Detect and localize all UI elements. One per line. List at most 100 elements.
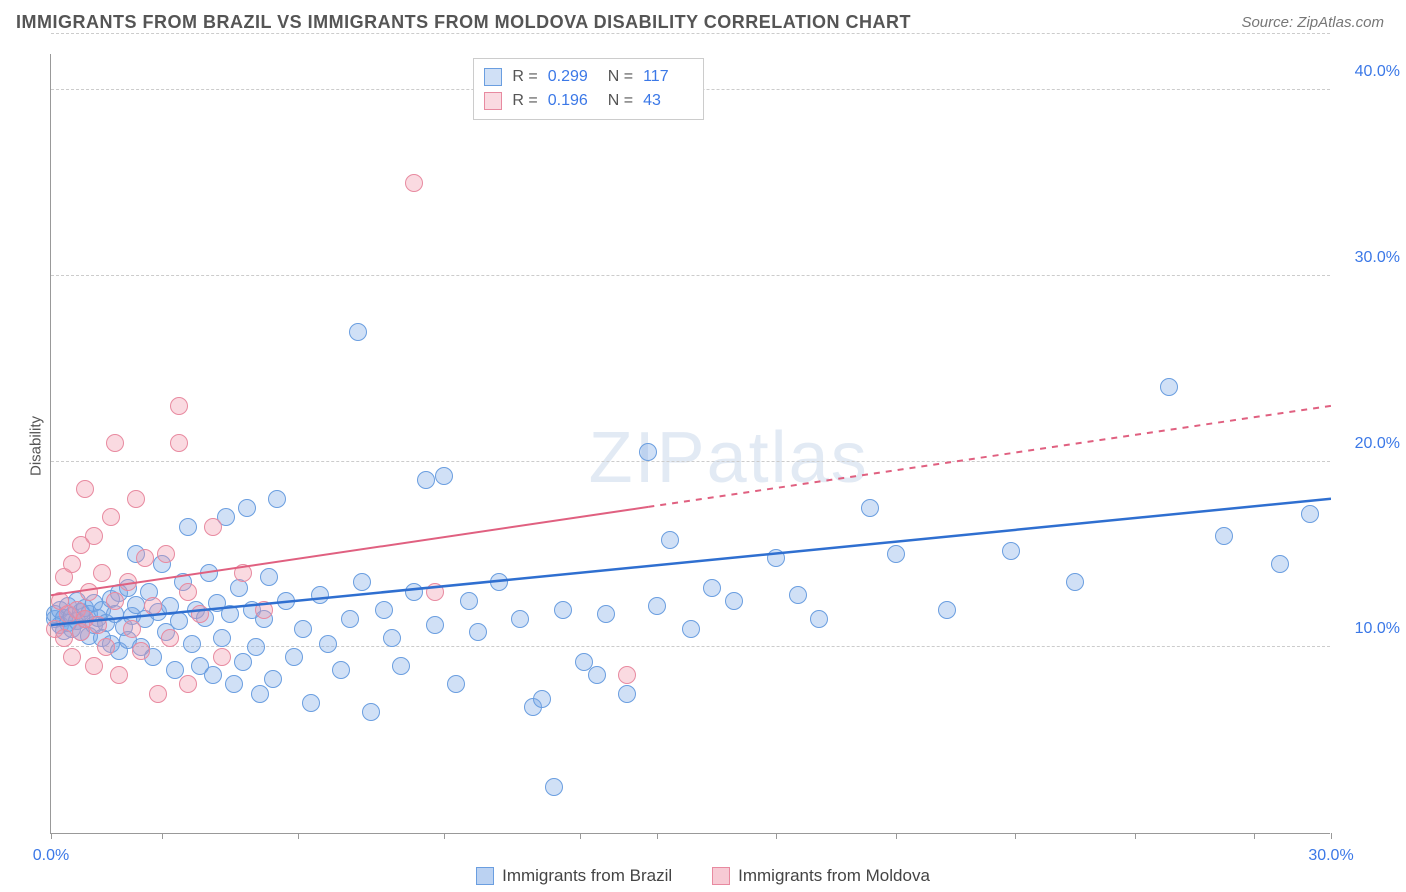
scatter-point-brazil xyxy=(234,653,252,671)
scatter-point-brazil xyxy=(238,499,256,517)
scatter-point-brazil xyxy=(166,661,184,679)
x-tick-mark xyxy=(162,833,163,839)
scatter-point-brazil xyxy=(332,661,350,679)
scatter-point-brazil xyxy=(1160,378,1178,396)
scatter-point-moldova xyxy=(85,527,103,545)
scatter-point-brazil xyxy=(703,579,721,597)
y-tick-label: 10.0% xyxy=(1340,620,1400,638)
scatter-point-moldova xyxy=(144,597,162,615)
gridline xyxy=(51,33,1330,34)
scatter-point-brazil xyxy=(204,666,222,684)
x-tick-label: 30.0% xyxy=(1308,847,1353,865)
x-tick-mark xyxy=(1254,833,1255,839)
x-tick-mark xyxy=(444,833,445,839)
legend-label: Immigrants from Moldova xyxy=(738,866,930,886)
scatter-point-moldova xyxy=(80,583,98,601)
r-label: R = xyxy=(512,68,537,86)
trend-line-moldova xyxy=(51,53,1331,833)
correlation-legend-row: R =0.299N =117 xyxy=(484,65,693,89)
scatter-point-brazil xyxy=(887,545,905,563)
scatter-point-brazil xyxy=(260,568,278,586)
scatter-point-moldova xyxy=(63,648,81,666)
scatter-point-brazil xyxy=(170,612,188,630)
scatter-point-brazil xyxy=(469,623,487,641)
legend-label: Immigrants from Brazil xyxy=(502,866,672,886)
x-tick-mark xyxy=(580,833,581,839)
scatter-point-moldova xyxy=(405,174,423,192)
gridline xyxy=(51,646,1330,647)
source-attribution: Source: ZipAtlas.com xyxy=(1241,14,1384,31)
scatter-point-brazil xyxy=(311,586,329,604)
n-label: N = xyxy=(608,92,633,110)
scatter-point-brazil xyxy=(200,564,218,582)
watermark: ZIPatlas xyxy=(589,417,869,499)
scatter-point-brazil xyxy=(285,648,303,666)
scatter-point-brazil xyxy=(294,620,312,638)
trend-line-brazil xyxy=(51,53,1331,833)
x-tick-mark xyxy=(776,833,777,839)
chart-container: IMMIGRANTS FROM BRAZIL VS IMMIGRANTS FRO… xyxy=(0,0,1406,892)
scatter-point-brazil xyxy=(213,629,231,647)
bottom-legend-item: Immigrants from Moldova xyxy=(712,866,930,886)
gridline xyxy=(51,461,1330,462)
scatter-point-brazil xyxy=(533,690,551,708)
gridline xyxy=(51,275,1330,276)
scatter-point-brazil xyxy=(460,592,478,610)
scatter-point-brazil xyxy=(938,601,956,619)
x-tick-mark xyxy=(51,833,52,839)
scatter-point-brazil xyxy=(588,666,606,684)
scatter-point-brazil xyxy=(302,694,320,712)
scatter-point-brazil xyxy=(554,601,572,619)
scatter-point-moldova xyxy=(179,675,197,693)
x-tick-mark xyxy=(1135,833,1136,839)
scatter-point-brazil xyxy=(861,499,879,517)
legend-swatch xyxy=(484,92,502,110)
n-label: N = xyxy=(608,68,633,86)
scatter-point-moldova xyxy=(179,583,197,601)
scatter-point-brazil xyxy=(349,323,367,341)
bottom-legend: Immigrants from Brazil Immigrants from Mo… xyxy=(0,866,1406,886)
scatter-point-moldova xyxy=(119,573,137,591)
scatter-point-brazil xyxy=(405,583,423,601)
scatter-point-moldova xyxy=(426,583,444,601)
watermark-thin: atlas xyxy=(707,418,869,498)
scatter-point-moldova xyxy=(157,545,175,563)
scatter-point-brazil xyxy=(417,471,435,489)
scatter-point-brazil xyxy=(183,635,201,653)
scatter-point-moldova xyxy=(102,508,120,526)
scatter-point-brazil xyxy=(618,685,636,703)
scatter-point-moldova xyxy=(136,549,154,567)
scatter-point-brazil xyxy=(247,638,265,656)
legend-swatch xyxy=(476,867,494,885)
scatter-point-brazil xyxy=(1215,527,1233,545)
x-tick-label: 0.0% xyxy=(33,847,69,865)
scatter-point-brazil xyxy=(511,610,529,628)
y-axis-label: Disability xyxy=(28,416,45,476)
scatter-point-brazil xyxy=(682,620,700,638)
scatter-point-brazil xyxy=(597,605,615,623)
scatter-point-brazil xyxy=(179,518,197,536)
scatter-point-brazil xyxy=(639,443,657,461)
scatter-point-moldova xyxy=(127,490,145,508)
correlation-legend: R =0.299N =117R =0.196N =43 xyxy=(473,58,704,120)
n-value: 117 xyxy=(643,68,693,86)
scatter-point-brazil xyxy=(767,549,785,567)
scatter-point-moldova xyxy=(213,648,231,666)
scatter-point-moldova xyxy=(97,638,115,656)
scatter-point-brazil xyxy=(362,703,380,721)
y-tick-label: 20.0% xyxy=(1340,435,1400,453)
legend-swatch xyxy=(484,68,502,86)
legend-swatch xyxy=(712,867,730,885)
chart-title: IMMIGRANTS FROM BRAZIL VS IMMIGRANTS FRO… xyxy=(16,12,911,33)
scatter-point-brazil xyxy=(447,675,465,693)
scatter-point-moldova xyxy=(255,601,273,619)
scatter-point-moldova xyxy=(63,555,81,573)
scatter-point-brazil xyxy=(545,778,563,796)
scatter-point-moldova xyxy=(149,685,167,703)
scatter-point-brazil xyxy=(1002,542,1020,560)
scatter-point-moldova xyxy=(110,666,128,684)
scatter-point-brazil xyxy=(221,605,239,623)
plot-area: ZIPatlas 10.0%20.0%30.0%40.0%0.0%30.0%R … xyxy=(50,54,1330,834)
scatter-point-brazil xyxy=(1301,505,1319,523)
scatter-point-brazil xyxy=(251,685,269,703)
